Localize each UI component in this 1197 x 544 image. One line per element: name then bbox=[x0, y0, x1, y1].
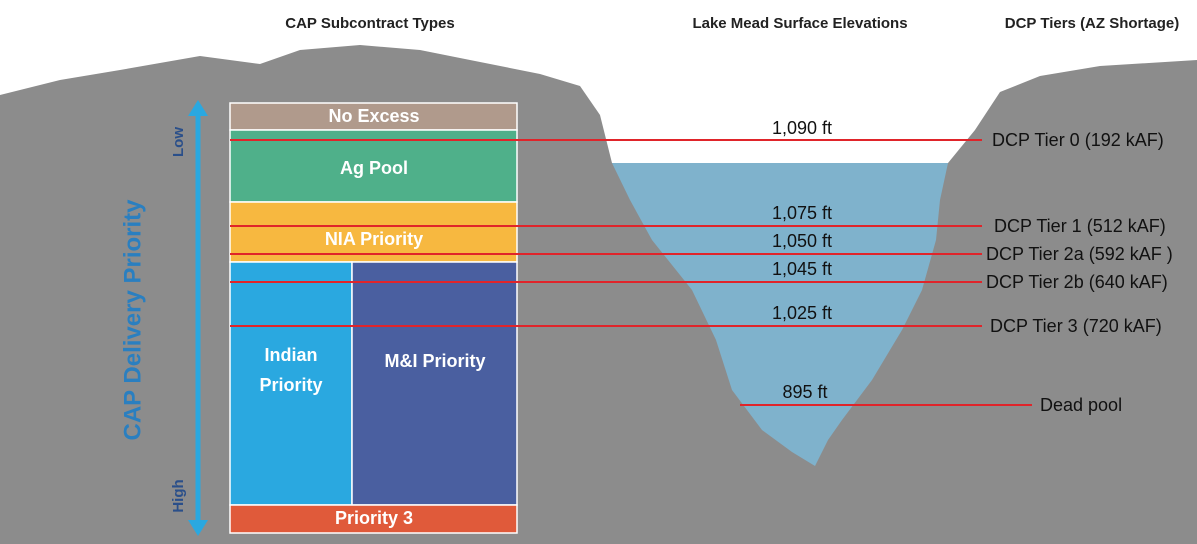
header: CAP Subcontract Types bbox=[285, 15, 454, 32]
diagram: CAP Subcontract Types Lake Mead Surface … bbox=[0, 0, 1197, 544]
tier-label: DCP Tier 0 (192 kAF) bbox=[992, 130, 1164, 150]
tier-label: Dead pool bbox=[1040, 395, 1122, 415]
box-label: No Excess bbox=[328, 106, 419, 126]
high-label: High bbox=[170, 479, 187, 512]
tier-label: DCP Tier 2a (592 kAF ) bbox=[986, 244, 1173, 264]
box-label: M&I Priority bbox=[384, 351, 485, 371]
header: Lake Mead Surface Elevations bbox=[692, 15, 907, 32]
tier-label: DCP Tier 3 (720 kAF) bbox=[990, 316, 1162, 336]
indian-label-box: Indian Priority bbox=[232, 340, 350, 410]
elevation-label: 1,025 ft bbox=[772, 303, 832, 323]
elevation-label: 895 ft bbox=[782, 382, 827, 402]
box-label: NIA Priority bbox=[325, 229, 423, 249]
terrain bbox=[0, 45, 1197, 544]
tier-label: DCP Tier 1 (512 kAF) bbox=[994, 216, 1166, 236]
elevation-label: 1,050 ft bbox=[772, 231, 832, 251]
box-label: Ag Pool bbox=[340, 158, 408, 178]
elevation-label: 1,090 ft bbox=[772, 118, 832, 138]
priority-title: CAP Delivery Priority bbox=[119, 199, 146, 441]
mi-box bbox=[352, 262, 517, 505]
tier-label: DCP Tier 2b (640 kAF) bbox=[986, 272, 1168, 292]
box-label: Priority 3 bbox=[335, 508, 413, 528]
elevation-label: 1,045 ft bbox=[772, 259, 832, 279]
box-label: Indian Priority bbox=[232, 340, 350, 400]
header: DCP Tiers (AZ Shortage) bbox=[1005, 15, 1179, 32]
elevation-label: 1,075 ft bbox=[772, 203, 832, 223]
low-label: Low bbox=[170, 127, 187, 157]
